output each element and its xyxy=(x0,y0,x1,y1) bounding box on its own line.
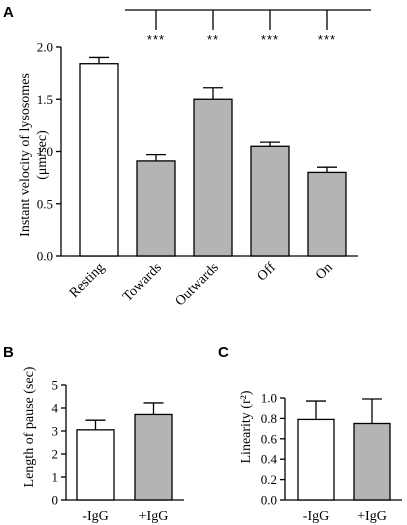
a-category-label: Towards xyxy=(120,260,165,305)
c-ytick-label: 0.0 xyxy=(261,493,277,508)
a-ytick-label: 1.5 xyxy=(37,92,53,107)
panel-c-plot: 0.0 0.2 0.4 0.6 0.8 1.0 -IgG +IgG xyxy=(261,391,402,524)
b-bar xyxy=(134,413,173,501)
c-ytick-label: 0.6 xyxy=(261,431,278,446)
a-category-label: Resting xyxy=(67,260,108,301)
c-category-label: +IgG xyxy=(357,509,387,524)
c-ytick-label: 0.4 xyxy=(261,452,278,467)
c-ytick-label: 0.8 xyxy=(261,411,277,426)
panel-c: C Linearity (r²) 0.0 0.2 0.4 0.6 0.8 1.0 -IgG +… xyxy=(218,344,402,524)
a-ytick-label: 0.0 xyxy=(37,249,53,264)
b-ytick-label: 1 xyxy=(52,470,59,485)
b-ytick-label: 3 xyxy=(52,424,59,439)
a-bar xyxy=(307,171,347,257)
b-bar xyxy=(76,429,115,501)
b-category-label: -IgG xyxy=(82,509,108,524)
b-ytick-label: 0 xyxy=(52,493,59,508)
a-ytick-label: 2.0 xyxy=(37,40,53,55)
a-bar xyxy=(79,63,119,257)
a-category-label: On xyxy=(313,260,336,283)
a-ytick-label: 1.0 xyxy=(37,144,53,159)
a-bar xyxy=(136,160,176,257)
c-bar xyxy=(297,418,335,501)
b-ytick-label: 5 xyxy=(52,378,59,393)
c-category-label: -IgG xyxy=(303,509,329,524)
c-bar xyxy=(353,422,391,501)
a-significance-label: ** xyxy=(207,32,219,47)
panel-b-plot: 0 1 2 3 4 5 -IgG +IgG xyxy=(52,378,184,524)
c-ytick-label: 0.2 xyxy=(261,472,277,487)
c-ytick-label: 1.0 xyxy=(261,391,277,406)
panel-b-ylabel: Length of pause (sec) xyxy=(22,366,37,487)
panel-c-ylabel: Linearity (r²) xyxy=(239,390,254,463)
panel-a-letter: A xyxy=(3,4,14,21)
a-significance-label: *** xyxy=(147,32,165,47)
a-bar xyxy=(250,145,290,257)
a-ytick-label: 0.5 xyxy=(37,196,53,211)
panel-a-ylabel-line1: Instant velocity of lysosomes xyxy=(18,73,33,237)
a-category-label: Off xyxy=(255,260,279,284)
a-bar xyxy=(193,98,233,257)
b-ytick-label: 4 xyxy=(52,401,59,416)
a-significance-label: *** xyxy=(261,32,279,47)
panel-a-plot: 0.0 0.5 1.0 1.5 2.0 Resting Towards Outwards Off… xyxy=(37,9,371,309)
panel-a-ylabel-line2: (μm/sec) xyxy=(35,130,50,180)
panel-b-letter: B xyxy=(3,344,14,361)
panel-a: A Instant velocity of lysosomes (μm/sec)… xyxy=(3,4,371,309)
b-category-label: +IgG xyxy=(139,509,169,524)
panel-b: B Length of pause (sec) 0 1 2 3 4 5 -IgG +IgG xyxy=(3,344,184,524)
panel-c-letter: C xyxy=(218,344,229,361)
a-category-label: Outwards xyxy=(173,260,222,309)
b-ytick-label: 2 xyxy=(52,447,59,462)
a-significance-label: *** xyxy=(318,32,336,47)
